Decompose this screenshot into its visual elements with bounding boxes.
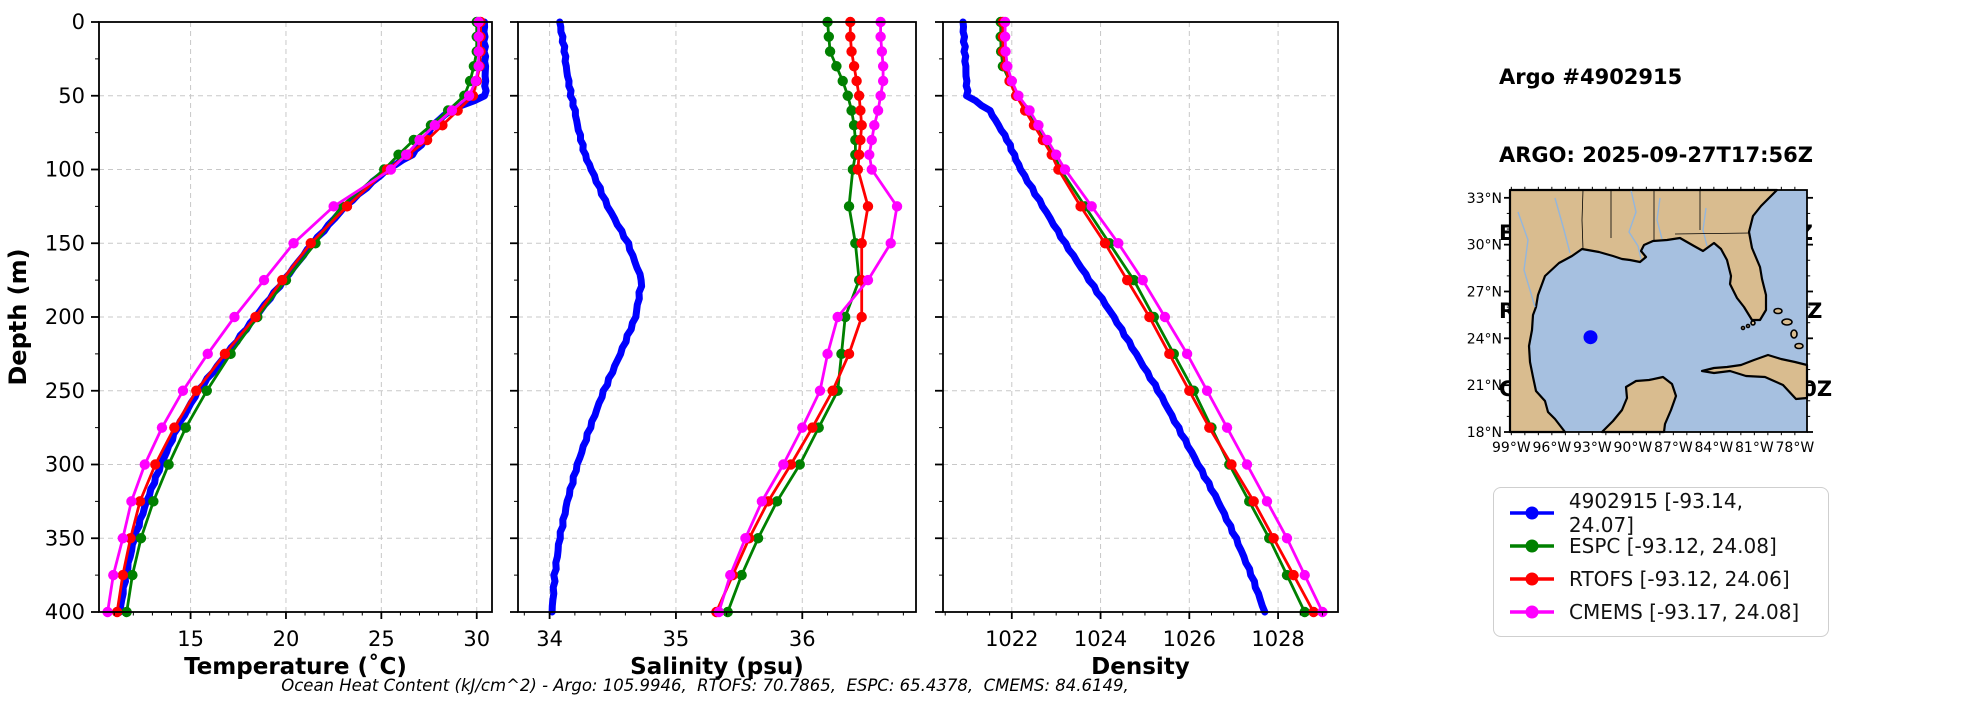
svg-text:250: 250 [45,379,85,403]
map-lat-label: 18°N [1467,425,1502,441]
legend-item-espc: ESPC [-93.12, 24.08] [1508,529,1814,562]
series-CMEMS [999,16,1328,618]
x-ticks [113,612,478,619]
svg-text:15: 15 [177,627,204,651]
legend: 4902915 [-93.14, 24.07] ESPC [-93.12, 24.… [1493,487,1829,637]
map-tick-labels: 33°N 30°N 27°N 24°N 21°N 18°N99°W 96°W 93°W 90°W… [1467,191,1815,456]
svg-text:300: 300 [45,453,85,477]
title-line-argo-time: ARGO: 2025-09-27T17:56Z [1499,143,1813,167]
map-lon-label: 87°W [1654,440,1693,456]
map-lon-label: 81°W [1735,440,1774,456]
map-ticks [1504,186,1813,436]
map-lat-label: 24°N [1467,331,1502,347]
svg-text:36: 36 [789,627,816,651]
y-ticks [935,21,943,613]
svg-text:1028: 1028 [1251,627,1304,651]
small-islands [1740,307,1804,350]
svg-text:1026: 1026 [1163,627,1216,651]
north-america-landmass [1508,188,1779,434]
salinity-panel: 34 35 36 Salinity (psu) [510,16,917,680]
svg-text:34: 34 [536,627,563,651]
svg-text:20: 20 [273,627,300,651]
map-lon-label: 90°W [1614,440,1653,456]
legend-label: RTOFS [-93.12, 24.06] [1569,566,1790,591]
svg-text:0: 0 [72,10,85,34]
map-lon-label: 78°W [1776,440,1815,456]
x-ticks [523,612,904,619]
map-lat-label: 21°N [1467,378,1502,394]
land-masses [1508,188,1809,434]
map-border [1509,189,1808,433]
map-canvas: 33°N 30°N 27°N 24°N 21°N 18°N99°W 96°W 93°W 90°W… [1467,186,1815,456]
map-lon-label: 96°W [1533,440,1572,456]
map-lon-label: 93°W [1573,440,1612,456]
legend-marker [1510,539,1554,552]
svg-text:100: 100 [45,158,85,182]
svg-text:35: 35 [663,627,690,651]
legend-item-cmems: CMEMS [-93.17, 24.08] [1508,595,1814,628]
map-lat-label: 30°N [1467,238,1502,254]
svg-text:30: 30 [463,627,490,651]
legend-marker [1510,506,1554,519]
svg-text:50: 50 [58,84,85,108]
series-4902915 [959,18,1269,616]
legend-label: CMEMS [-93.17, 24.08] [1569,599,1800,624]
depth-axis-label: Depth (m) [4,248,32,385]
y-ticks [91,21,99,613]
legend-item-4902915: 4902915 [-93.14, 24.07] [1508,489,1814,537]
ohc-annotation: Ocean Heat Content (kJ/cm^2) - Argo: 105… [281,676,1129,695]
map-lat-label: 27°N [1467,284,1502,300]
legend-item-rtofs: RTOFS [-93.12, 24.06] [1508,562,1814,595]
map-lat-label: 33°N [1467,191,1502,207]
grid-lines [943,22,1338,612]
map-lon-label: 99°W [1492,440,1531,456]
legend-label: ESPC [-93.12, 24.08] [1569,533,1777,558]
map-frame [1504,186,1813,436]
temperature-axis-label: Temperature (˚C) [184,653,407,680]
temperature-panel: 15 20 25 30050100150200250300350400Temperat… [45,10,493,680]
svg-text:400: 400 [45,600,85,624]
series-CMEMS [102,16,484,618]
legend-marker [1510,605,1554,618]
yucatan-peninsula [1600,375,1678,434]
svg-text:150: 150 [45,231,85,255]
x-ticks [944,612,1323,619]
density-panel: 1022 1024 1026 1028 Density [935,16,1339,680]
salinity-axis-label: Salinity (psu) [630,654,804,680]
profile-plots: 15 20 25 30050100150200250300350400Temperat… [4,10,1339,680]
svg-text:1024: 1024 [1074,627,1127,651]
svg-text:200: 200 [45,305,85,329]
series-CMEMS [713,16,903,618]
y-ticks [510,21,518,613]
density-axis-label: Density [1091,654,1190,680]
series-4902915 [548,18,646,616]
legend-marker [1510,572,1554,585]
map-lon-label: 84°W [1695,440,1734,456]
rivers [1517,189,1708,308]
state-borders [1581,189,1751,250]
grid-lines [518,22,916,612]
title-line-float-id: Argo #4902915 [1499,65,1683,89]
svg-text:350: 350 [45,526,85,550]
gulf-of-mexico-map: 33°N 30°N 27°N 24°N 21°N 18°N 99°W 96°W 93°W 90°W… [1442,178,1862,478]
svg-text:1022: 1022 [985,627,1038,651]
float-location-marker [1583,330,1598,345]
svg-text:25: 25 [368,627,395,651]
legend-label: 4902915 [-93.14, 24.07] [1568,488,1743,537]
